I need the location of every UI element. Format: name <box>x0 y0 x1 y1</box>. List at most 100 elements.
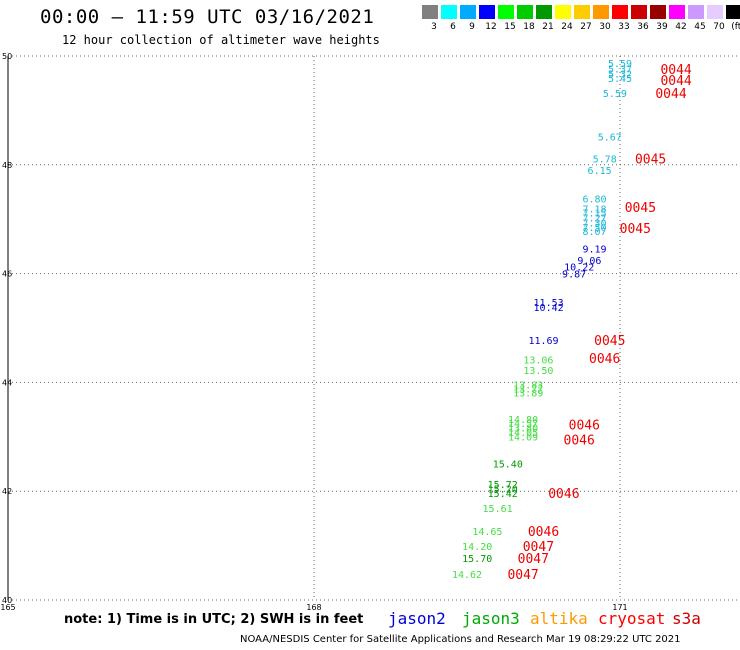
wave-height-label: 14.80 <box>508 415 538 426</box>
wave-height-label: 5.45 <box>608 74 632 85</box>
legend-label: (ft) <box>731 22 740 32</box>
wave-height-label: 5.78 <box>593 154 617 165</box>
wave-height-label: 7.18 <box>582 204 606 215</box>
time-label: 0046 <box>569 418 600 433</box>
x-tick-label: 168 <box>306 603 321 612</box>
wave-height-label: 14.62 <box>452 570 482 581</box>
wave-height-label: 11.69 <box>528 336 558 347</box>
legend-swatch <box>688 5 704 19</box>
time-label: 0046 <box>528 525 559 540</box>
y-tick-label: 50 <box>2 52 12 61</box>
time-label: 0044 <box>660 63 691 78</box>
wave-height-label: 6.80 <box>582 195 606 206</box>
legend-label: 42 <box>675 22 687 32</box>
y-tick-label: 40 <box>2 596 12 605</box>
legend-label: 9 <box>469 22 475 32</box>
x-tick-label: 165 <box>0 603 15 612</box>
legend-label: 70 <box>713 22 725 32</box>
wave-height-label: 7.15 <box>582 209 606 220</box>
time-label: 0047 <box>518 552 549 567</box>
satellite-label: altika <box>530 609 588 628</box>
wave-height-label: 5.67 <box>598 133 622 144</box>
time-label: 0047 <box>507 568 538 583</box>
legend-label: 30 <box>599 22 611 32</box>
legend-label: 6 <box>450 22 456 32</box>
wave-height-label: 8.07 <box>582 227 606 238</box>
wave-height-label: 14.57 <box>508 419 538 430</box>
legend-swatch <box>650 5 666 19</box>
satellite-label: jason3 <box>462 609 520 628</box>
legend-swatch <box>726 5 740 19</box>
legend-label: 12 <box>485 22 497 32</box>
wave-height-label: 14.20 <box>462 542 492 553</box>
legend-swatch <box>593 5 609 19</box>
wave-height-label: 15.42 <box>488 489 518 500</box>
wave-height-label: 15.72 <box>488 480 518 491</box>
wave-height-label: 5.59 <box>608 59 632 70</box>
chart-title: 00:00 – 11:59 UTC 03/16/2021 <box>40 6 375 28</box>
legend-swatch <box>707 5 723 19</box>
wave-height-label: 13.80 <box>508 424 538 435</box>
legend-swatch <box>612 5 628 19</box>
wave-height-label: 13.77 <box>513 384 543 395</box>
satellite-label: s3a <box>672 609 701 628</box>
legend-swatch <box>517 5 533 19</box>
legend-swatch <box>498 5 514 19</box>
satellite-label: cryosat <box>598 609 666 628</box>
time-label: 0047 <box>523 540 554 555</box>
time-label: 0045 <box>594 334 625 349</box>
wave-height-label: 15.20 <box>488 484 518 495</box>
wave-height-label: 15.40 <box>493 459 523 470</box>
wave-height-label: 10.42 <box>534 303 564 314</box>
wave-height-label: 10.22 <box>564 263 594 274</box>
wave-height-label: 5.32 <box>608 69 632 80</box>
wave-height-label: 11.53 <box>534 298 564 309</box>
wave-height-label: 13.50 <box>523 366 553 377</box>
wave-height-label: 7.27 <box>582 214 606 225</box>
time-label: 0046 <box>589 352 620 367</box>
wave-height-label: 13.89 <box>513 389 543 400</box>
legend-swatch <box>669 5 685 19</box>
legend-label: 33 <box>618 22 630 32</box>
y-tick-label: 46 <box>2 270 12 279</box>
legend-label: 18 <box>523 22 535 32</box>
legend-label: 15 <box>504 22 516 32</box>
legend-swatch <box>479 5 495 19</box>
satellite-label: jason2 <box>388 609 446 628</box>
legend-label: 39 <box>656 22 668 32</box>
legend-swatch <box>422 5 438 19</box>
wave-height-label: 5.37 <box>608 65 632 76</box>
time-label: 0044 <box>660 74 691 89</box>
wave-height-label: 15.70 <box>462 554 492 565</box>
legend-label: 36 <box>637 22 649 32</box>
legend-swatch <box>536 5 552 19</box>
wave-height-label: 9.19 <box>582 245 606 256</box>
wave-height-label: 9.87 <box>562 270 586 281</box>
legend-swatch <box>460 5 476 19</box>
footer-note: note: 1) Time is in UTC; 2) SWH is in fe… <box>64 612 364 627</box>
legend-swatch <box>574 5 590 19</box>
time-label: 0045 <box>620 222 651 237</box>
y-tick-label: 42 <box>2 487 12 496</box>
credit-line: NOAA/NESDIS Center for Satellite Applica… <box>240 634 681 645</box>
wave-height-label: 7.30 <box>582 218 606 229</box>
time-label: 0044 <box>655 87 686 102</box>
wave-height-label: 14.09 <box>508 432 538 443</box>
legend-label: 3 <box>431 22 437 32</box>
legend-label: 24 <box>561 22 573 32</box>
time-label: 0046 <box>564 434 595 449</box>
wave-height-label: 6.15 <box>588 166 612 177</box>
legend-label: 27 <box>580 22 592 32</box>
wave-height-label: 7.50 <box>582 223 606 234</box>
legend-swatch <box>555 5 571 19</box>
wave-height-label: 15.61 <box>483 504 513 515</box>
wave-height-label: 14.05 <box>508 428 538 439</box>
legend-swatch <box>631 5 647 19</box>
y-tick-label: 48 <box>2 161 12 170</box>
y-tick-label: 44 <box>2 378 12 387</box>
time-label: 0045 <box>625 201 656 216</box>
x-tick-label: 171 <box>612 603 627 612</box>
time-label: 0046 <box>548 487 579 502</box>
wave-height-label: 14.65 <box>472 527 502 538</box>
